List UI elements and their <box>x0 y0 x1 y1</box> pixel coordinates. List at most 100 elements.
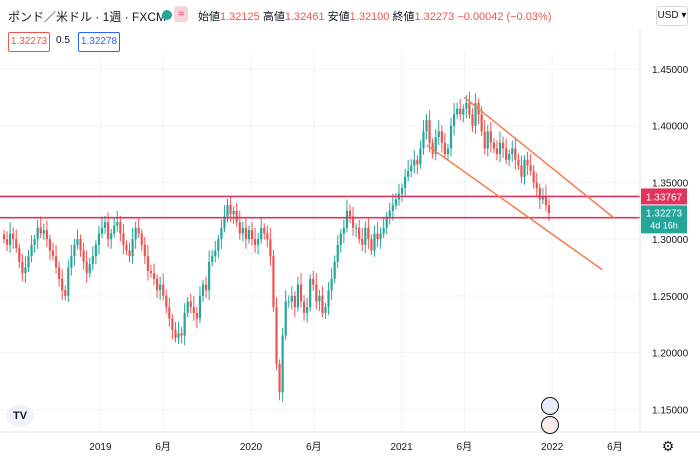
candle-body <box>100 227 104 234</box>
candle-body <box>149 270 153 274</box>
candle-body <box>373 233 376 251</box>
level-price-label: 1.33767 <box>646 192 683 203</box>
candle-body <box>342 227 345 234</box>
us-flag-icon[interactable] <box>541 416 559 434</box>
gear-icon[interactable]: ⚙ <box>661 438 675 454</box>
candle-body <box>541 196 544 200</box>
bid-button[interactable]: 1.32273 <box>8 32 50 52</box>
candle-body <box>91 256 94 265</box>
candle-body <box>39 227 42 234</box>
candle-body <box>128 250 131 257</box>
candle-body <box>321 295 324 313</box>
candle-body <box>425 120 428 132</box>
candle-body <box>443 142 446 155</box>
x-tick-label: 6月 <box>306 441 322 453</box>
candle-body <box>235 210 238 223</box>
candle-body <box>223 216 226 228</box>
candle-body <box>21 261 24 274</box>
candle-body <box>437 131 440 138</box>
candle-body <box>296 284 300 308</box>
candle-body <box>394 199 398 206</box>
candle-body <box>351 216 355 228</box>
y-tick-label: 1.45000 <box>652 65 689 76</box>
x-tick-label: 6月 <box>457 441 473 453</box>
approx-icon[interactable]: ≈ <box>174 6 188 22</box>
candle-body <box>247 230 251 240</box>
candle-body <box>315 284 318 302</box>
candle-body <box>376 233 379 240</box>
candle-body <box>495 148 499 155</box>
candle-body <box>189 301 192 308</box>
candle-body <box>330 278 333 291</box>
candle-body <box>183 312 186 336</box>
candle-body <box>367 227 370 240</box>
candle-body <box>416 159 419 165</box>
candle-body <box>159 284 162 291</box>
candle-body <box>413 159 416 166</box>
low-label: 安値 <box>327 11 350 23</box>
candle-body <box>54 256 58 268</box>
change-value: −0.00042 (−0.03%) <box>457 11 552 23</box>
candle-body <box>134 227 137 240</box>
y-tick-label: 1.15000 <box>652 405 689 416</box>
candle-body <box>226 205 229 217</box>
candle-body <box>198 295 202 319</box>
candle-body <box>131 239 134 257</box>
price-axis[interactable]: 1.45000 1.40000 1.35000 1.30000 1.25000 1.200… <box>639 30 689 432</box>
candle-body <box>422 131 425 149</box>
candle-body <box>306 307 309 313</box>
chart-header: ポンド／米ドル · 1週 · FXCM ≈ 始値1.32125 高値1.3246… <box>0 0 700 30</box>
candle-body <box>103 222 107 228</box>
candle-body <box>370 239 373 251</box>
candle-body <box>483 131 486 149</box>
horizontal-levels[interactable] <box>0 195 640 219</box>
candle-body <box>407 171 410 177</box>
symbol-title[interactable]: ポンド／米ドル · 1週 · FXCM <box>8 10 166 24</box>
candle-body <box>217 239 220 251</box>
candle-body <box>446 148 450 155</box>
high-label: 高値 <box>262 11 285 23</box>
channel-line <box>426 144 603 271</box>
y-tick-label: 1.40000 <box>652 122 689 133</box>
candle-body <box>180 333 183 336</box>
candle-body <box>474 103 477 126</box>
candle-body <box>125 244 128 251</box>
candle-body <box>400 188 404 194</box>
ask-button[interactable]: 1.32278 <box>78 32 120 52</box>
candle-body <box>379 233 382 240</box>
candle-body <box>18 248 21 262</box>
candle-body <box>9 233 12 245</box>
currency-button[interactable]: USD ▾ <box>656 6 688 26</box>
candle-body <box>51 250 55 257</box>
candle-body <box>220 227 223 240</box>
candle-body <box>70 256 73 268</box>
candle-body <box>177 333 180 338</box>
candle-body <box>204 284 208 291</box>
uk-flag-icon[interactable] <box>541 397 559 415</box>
candle-body <box>403 176 407 189</box>
y-tick-label: 1.20000 <box>652 349 689 360</box>
x-tick-label: 6月 <box>155 441 171 453</box>
candle-body <box>336 244 339 262</box>
candle-body <box>24 267 27 274</box>
candle-body <box>266 233 269 240</box>
candle-body <box>434 137 437 155</box>
candle-body <box>155 278 159 291</box>
candle-body <box>505 148 508 160</box>
candle-body <box>238 222 241 234</box>
candle-body <box>110 233 113 240</box>
candle-body <box>152 273 156 279</box>
trend-channel[interactable] <box>426 96 616 271</box>
candle-body <box>278 363 281 393</box>
tradingview-logo-icon[interactable]: TV <box>6 405 34 427</box>
candle-body <box>116 222 119 226</box>
candle-body <box>382 227 385 234</box>
candle-body <box>514 148 517 160</box>
candle-body <box>42 230 45 234</box>
candle-body <box>452 114 456 126</box>
candle-body <box>468 103 471 115</box>
candle-body <box>64 290 67 296</box>
time-axis[interactable]: 2019 6月 2020 6月 2021 6月 2022 6月 <box>0 431 700 453</box>
